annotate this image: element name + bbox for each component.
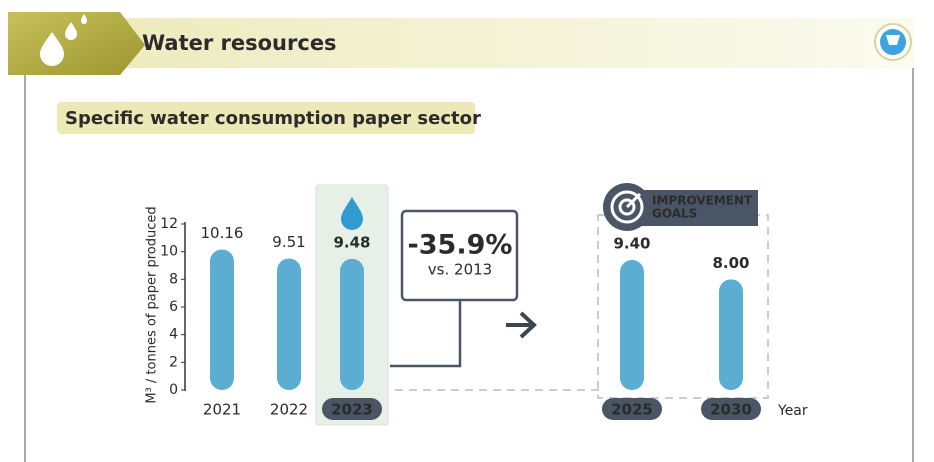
- y-tick-label: 12: [160, 216, 178, 232]
- header-bar: [20, 18, 915, 68]
- x-tick-label: 2030: [710, 401, 752, 419]
- header-tab: [8, 12, 145, 75]
- y-tick-label: 2: [169, 354, 178, 370]
- x-tick-pill: [602, 398, 662, 420]
- change-note: vs. 2013: [428, 261, 492, 279]
- y-tick-label: 0: [169, 382, 178, 398]
- value-label: 8.00: [712, 254, 749, 272]
- connector: [390, 300, 462, 368]
- bar: [277, 258, 301, 390]
- bar: [210, 249, 234, 390]
- subtitle-box: [57, 102, 475, 134]
- change-value: -35.9%: [408, 230, 513, 261]
- goals-label: IMPROVEMENT: [652, 194, 753, 208]
- subtitle: Specific water consumption paper sector: [65, 108, 481, 129]
- drop-icon: [81, 14, 87, 24]
- arrow: [506, 311, 537, 339]
- x-tick-pill: [701, 398, 761, 420]
- target-icon: [625, 192, 642, 209]
- goals-label: GOALS: [652, 207, 697, 221]
- target-icon: [618, 198, 636, 216]
- drop-icon: [65, 22, 77, 40]
- x-tick-label: 2025: [611, 401, 653, 419]
- drop-icon: [40, 32, 64, 66]
- y-axis-label: M³ / tonnes of paper produced: [145, 206, 160, 403]
- bar: [620, 259, 644, 390]
- y-tick-label: 10: [160, 244, 178, 260]
- value-label: 10.16: [201, 224, 244, 242]
- header-icon: [886, 35, 900, 45]
- target-icon: [610, 190, 644, 224]
- value-label: 9.40: [613, 234, 650, 252]
- x-tick-label: 2021: [203, 401, 241, 419]
- y-tick-label: 6: [169, 299, 178, 315]
- x-tick-label: 2023: [331, 401, 373, 419]
- x-tick-label: 2022: [270, 401, 308, 419]
- y-tick-label: 4: [169, 327, 178, 343]
- drop-icon: [341, 197, 363, 230]
- value-label: 9.51: [272, 233, 305, 251]
- page-title: Water resources: [142, 31, 337, 55]
- bar: [340, 258, 364, 390]
- x-axis-label: Year: [777, 403, 808, 419]
- x-tick-pill: [322, 398, 382, 420]
- bar: [719, 279, 743, 390]
- y-tick-label: 8: [169, 271, 178, 287]
- value-label: 9.48: [333, 233, 370, 251]
